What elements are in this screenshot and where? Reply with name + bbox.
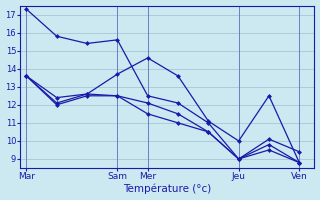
X-axis label: Température (°c): Température (°c) xyxy=(123,184,212,194)
